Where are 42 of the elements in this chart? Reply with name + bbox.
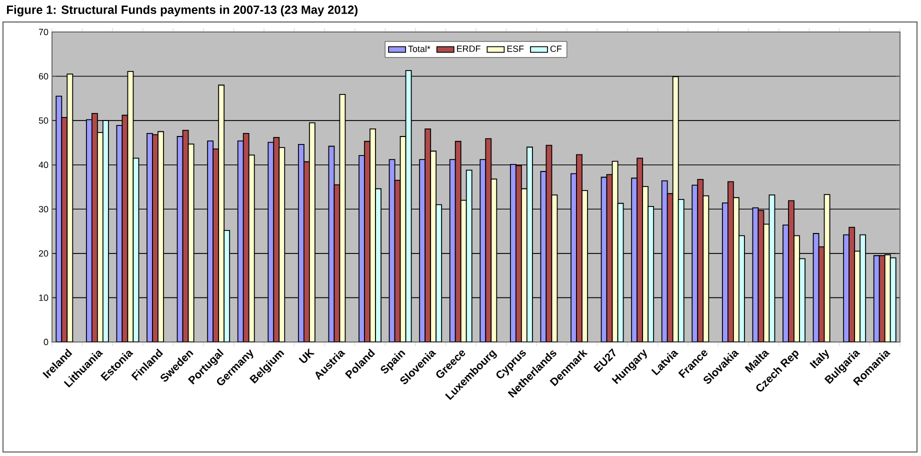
- bar: [540, 171, 547, 342]
- bar: [551, 194, 558, 342]
- bar: [188, 144, 194, 342]
- bar: [116, 124, 123, 342]
- bar: [400, 136, 406, 342]
- bar: [768, 194, 776, 342]
- y-tick-label: 10: [39, 294, 48, 301]
- y-tick-label: 50: [38, 117, 48, 124]
- bar: [334, 184, 340, 342]
- bar: [394, 180, 401, 342]
- y-tick-label: 40: [38, 162, 48, 168]
- bar: [388, 159, 396, 342]
- bar: [405, 70, 412, 342]
- bar: [546, 144, 552, 342]
- y-tick-label: 70: [38, 28, 48, 36]
- x-tick-label: UK: [298, 348, 315, 363]
- bar: [182, 130, 189, 342]
- bar: [752, 207, 759, 342]
- legend-label: CF: [550, 46, 562, 52]
- bar: [127, 70, 134, 342]
- legend-label: ESF: [507, 46, 524, 52]
- chart-title: Figure 1: Structural Funds payments in 2007-13 (23 May 2012): [7, 5, 358, 16]
- bar: [812, 233, 820, 342]
- bar: [600, 176, 608, 342]
- y-tick-label: 30: [38, 206, 48, 212]
- bar: [122, 114, 128, 342]
- bar: [328, 146, 335, 342]
- bar: [818, 246, 825, 342]
- bar: [763, 224, 770, 342]
- bar: [606, 174, 613, 342]
- bar: [612, 160, 618, 342]
- y-tick-label: 0: [44, 338, 48, 346]
- bar: [824, 194, 830, 342]
- bar: [132, 158, 140, 342]
- legend-label: ERDF: [457, 46, 480, 52]
- bar: [339, 94, 346, 342]
- bar: [617, 202, 624, 342]
- bar: [176, 136, 184, 342]
- legend-label: Total*: [408, 45, 430, 52]
- y-tick-label: 60: [38, 73, 48, 80]
- y-tick-label: 20: [38, 250, 48, 257]
- bar: [758, 210, 764, 342]
